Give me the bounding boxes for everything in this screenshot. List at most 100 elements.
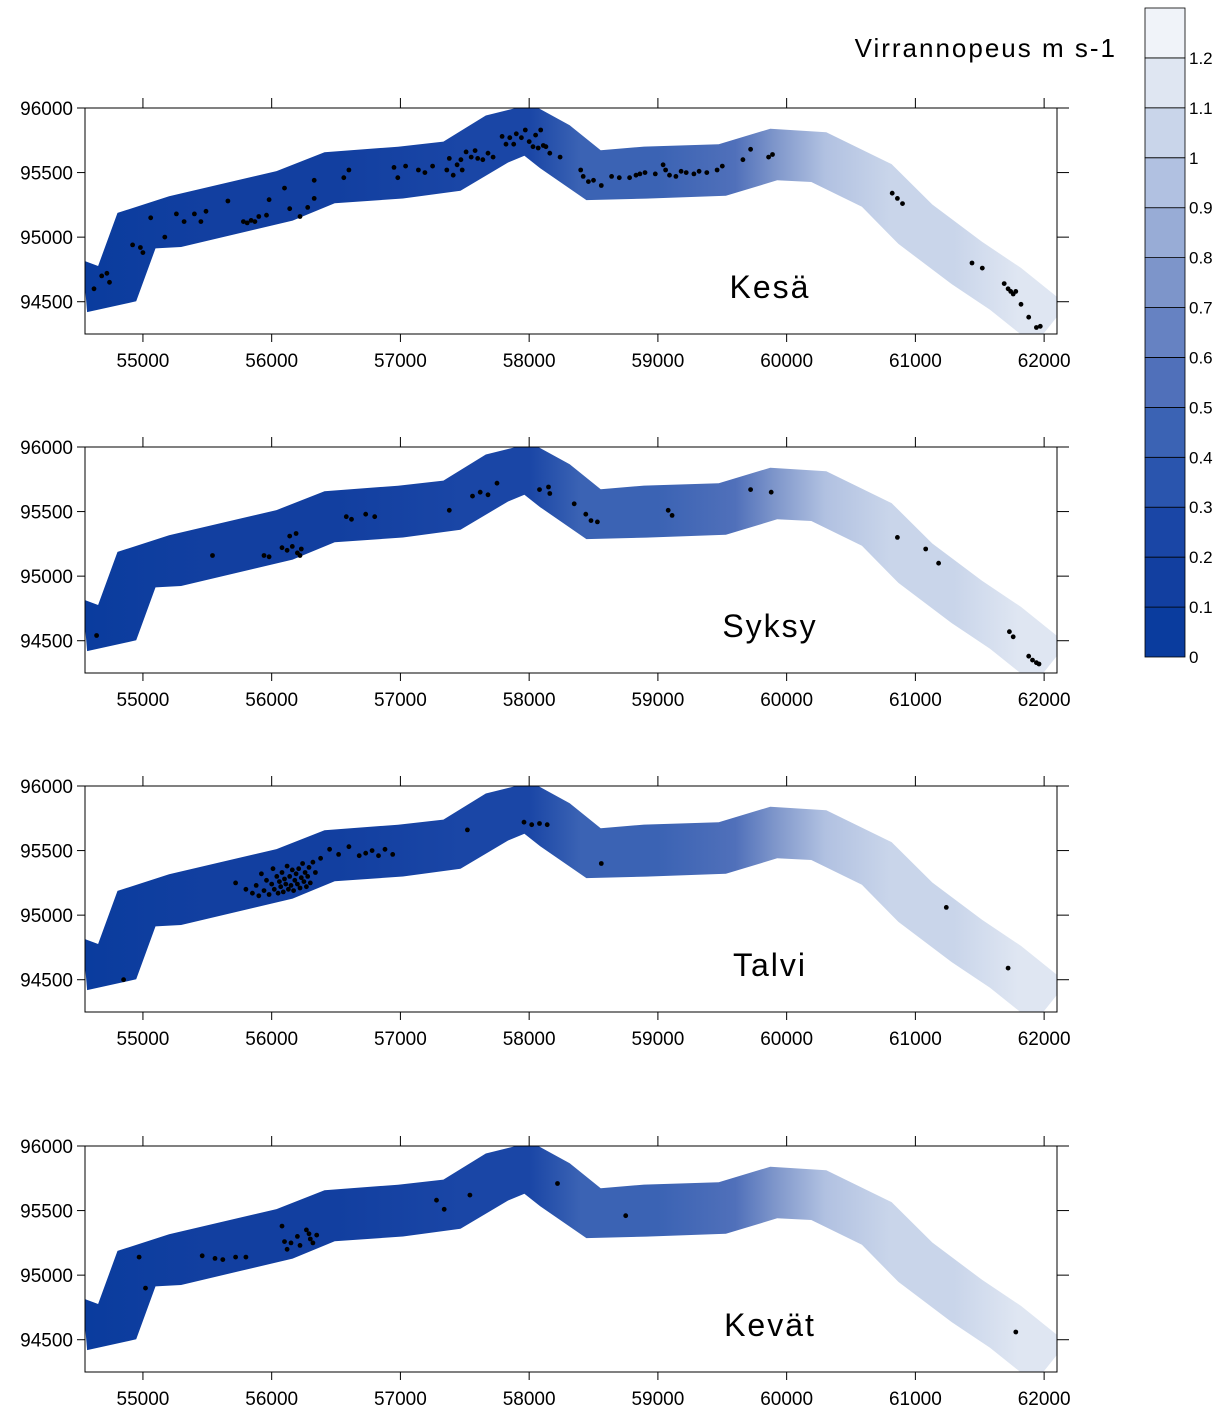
observation-point bbox=[1026, 314, 1032, 320]
y-tick-label: 95000 bbox=[20, 567, 73, 588]
observation-point bbox=[1037, 323, 1043, 329]
x-tick-label: 62000 bbox=[1018, 1389, 1071, 1410]
observation-point bbox=[143, 1285, 148, 1291]
observation-point bbox=[271, 886, 277, 892]
observation-point bbox=[91, 286, 97, 292]
observation-point bbox=[485, 492, 491, 498]
observation-point bbox=[307, 880, 313, 886]
x-tick-label: 62000 bbox=[1018, 351, 1071, 372]
observation-point bbox=[292, 877, 298, 883]
observation-point bbox=[642, 170, 648, 176]
x-tick-label: 55000 bbox=[117, 1029, 170, 1050]
observation-point bbox=[279, 545, 285, 551]
observation-point bbox=[1036, 661, 1042, 667]
observation-point bbox=[253, 883, 259, 888]
observation-point bbox=[298, 875, 304, 881]
legend: Virrannopeus m s-1 0 0.1 0.2 0.3 0.4 0.5 0.6 0.… bbox=[855, 7, 1213, 667]
season-label: Kevät bbox=[724, 1307, 816, 1343]
observation-point bbox=[595, 519, 600, 525]
observation-point bbox=[279, 1223, 285, 1229]
observation-point bbox=[1026, 653, 1032, 659]
x-tick-label: 59000 bbox=[631, 690, 684, 711]
x-tick-label: 56000 bbox=[245, 1389, 298, 1410]
legend-level-label: 0.7 bbox=[1189, 299, 1213, 318]
observation-point bbox=[490, 154, 496, 160]
observation-point bbox=[444, 167, 450, 173]
legend-level-label: 1.1 bbox=[1189, 99, 1213, 118]
x-tick-label: 55000 bbox=[117, 690, 170, 711]
panel-2: 55000 56000 57000 58000 59000 60000 61000 62000… bbox=[20, 437, 1071, 711]
observation-point bbox=[446, 156, 452, 161]
observation-point bbox=[297, 553, 303, 558]
observation-point bbox=[422, 170, 428, 176]
observation-point bbox=[287, 206, 293, 212]
observation-point bbox=[279, 870, 285, 875]
observation-point bbox=[696, 168, 702, 174]
y-tick-label: 96000 bbox=[20, 99, 73, 120]
y-tick-label: 95500 bbox=[20, 1202, 73, 1223]
observation-point bbox=[136, 1254, 142, 1260]
observation-point bbox=[889, 190, 895, 196]
observation-point bbox=[233, 1254, 239, 1260]
legend-swatch bbox=[1144, 157, 1186, 209]
observation-point bbox=[586, 179, 591, 185]
observation-point bbox=[526, 139, 532, 145]
observation-point bbox=[537, 487, 542, 492]
observation-point bbox=[307, 1236, 313, 1242]
observation-point bbox=[475, 156, 481, 161]
x-tick-label: 59000 bbox=[631, 1389, 684, 1410]
observation-point bbox=[192, 211, 197, 217]
legend-swatch bbox=[1144, 207, 1186, 258]
observation-point bbox=[678, 168, 684, 174]
observation-point bbox=[943, 905, 949, 910]
observation-point bbox=[220, 1257, 226, 1262]
observation-point bbox=[203, 208, 209, 214]
x-tick-label: 59000 bbox=[631, 1029, 684, 1050]
observation-point bbox=[297, 885, 303, 891]
observation-point bbox=[1030, 657, 1035, 663]
observation-point bbox=[1010, 634, 1016, 640]
river-area bbox=[85, 108, 1057, 334]
observation-point bbox=[555, 1181, 560, 1186]
observation-point bbox=[310, 859, 316, 865]
observation-point bbox=[138, 245, 143, 250]
observation-point bbox=[256, 893, 262, 899]
observation-point bbox=[288, 1240, 294, 1246]
observation-point bbox=[270, 866, 276, 872]
observation-point bbox=[293, 531, 299, 536]
observation-point bbox=[311, 196, 317, 201]
observation-point bbox=[450, 172, 456, 178]
x-tick-label: 62000 bbox=[1018, 1029, 1071, 1050]
observation-point bbox=[241, 219, 246, 225]
observation-point bbox=[289, 544, 295, 549]
observation-point bbox=[768, 489, 774, 495]
observation-point bbox=[293, 871, 299, 877]
observation-point bbox=[306, 865, 312, 870]
observation-point bbox=[543, 144, 549, 150]
x-tick-label: 61000 bbox=[889, 690, 942, 711]
observation-point bbox=[441, 1206, 447, 1212]
panel-3: 55000 56000 57000 58000 59000 60000 61000 62000… bbox=[20, 776, 1071, 1050]
observation-point bbox=[305, 205, 311, 210]
observation-point bbox=[295, 881, 300, 887]
observation-point bbox=[349, 516, 354, 522]
observation-point bbox=[637, 171, 643, 177]
x-tick-label: 60000 bbox=[760, 1389, 813, 1410]
observation-point bbox=[376, 853, 381, 859]
observation-point bbox=[212, 1256, 218, 1261]
observation-point bbox=[252, 219, 258, 225]
observation-point bbox=[264, 877, 269, 883]
y-tick-label: 95000 bbox=[20, 906, 73, 927]
observation-point bbox=[463, 149, 469, 155]
observation-point bbox=[302, 870, 308, 875]
observation-point bbox=[244, 220, 250, 226]
observation-point bbox=[979, 265, 985, 271]
observation-point bbox=[1005, 965, 1011, 971]
x-tick-label: 61000 bbox=[889, 1389, 942, 1410]
x-tick-label: 56000 bbox=[245, 1029, 298, 1050]
y-tick-label: 95500 bbox=[20, 503, 73, 524]
observation-point bbox=[598, 861, 604, 866]
observation-point bbox=[121, 977, 126, 983]
observation-point bbox=[304, 1227, 309, 1233]
observation-point bbox=[243, 886, 249, 892]
